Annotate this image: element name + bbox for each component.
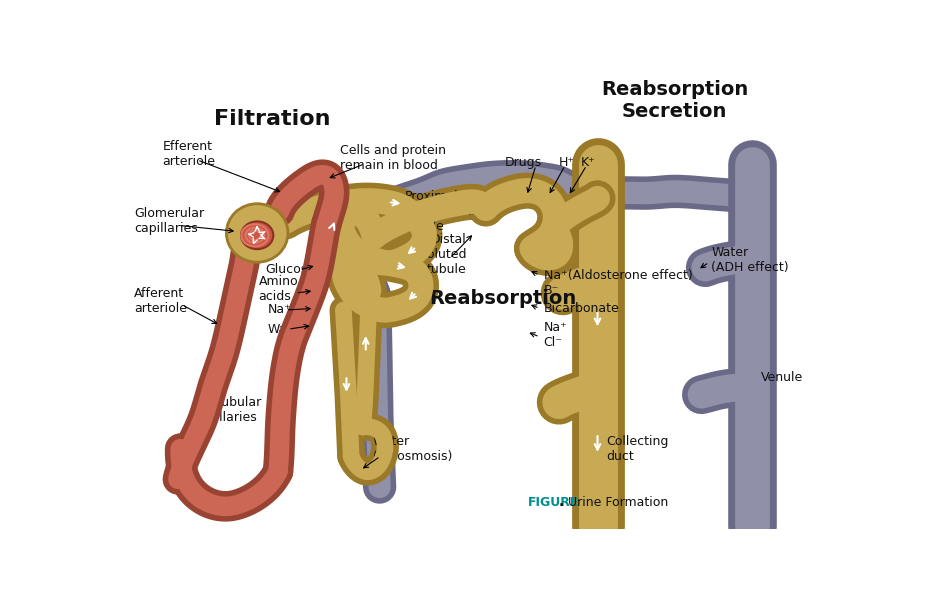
Text: Reabsorption
Secretion: Reabsorption Secretion xyxy=(601,80,748,121)
Ellipse shape xyxy=(241,222,273,249)
Text: Peritubular
capillaries: Peritubular capillaries xyxy=(193,396,262,424)
Text: FIGURE: FIGURE xyxy=(528,496,579,509)
Text: Collecting
duct: Collecting duct xyxy=(607,435,669,463)
Text: Na⁺: Na⁺ xyxy=(268,304,292,317)
Ellipse shape xyxy=(226,204,288,262)
Text: Drugs: Drugs xyxy=(505,156,542,169)
Text: Distal
convoluted
tubule: Distal convoluted tubule xyxy=(398,233,466,276)
Text: Amino
acids: Amino acids xyxy=(259,275,299,303)
Text: Water: Water xyxy=(268,323,305,336)
Text: Proximal
convoluted
tubule: Proximal convoluted tubule xyxy=(405,190,475,233)
Text: .: . xyxy=(559,495,564,510)
Text: Glucose: Glucose xyxy=(265,264,315,276)
Text: Afferent
arteriole: Afferent arteriole xyxy=(134,287,187,315)
Text: Venule: Venule xyxy=(761,371,803,384)
Text: Urine Formation: Urine Formation xyxy=(568,496,669,509)
Text: Water
(ADH effect): Water (ADH effect) xyxy=(711,246,789,274)
Text: B⁻: B⁻ xyxy=(544,285,559,297)
Text: Na⁺
Cl⁻: Na⁺ Cl⁻ xyxy=(544,321,567,349)
Text: Glomerular
capillaries: Glomerular capillaries xyxy=(134,207,204,235)
Text: Na⁺(Aldosterone effect): Na⁺(Aldosterone effect) xyxy=(544,269,692,282)
Text: Bicarbonate: Bicarbonate xyxy=(544,302,619,315)
Text: Efferent
arteriole: Efferent arteriole xyxy=(162,140,216,169)
Text: K⁺: K⁺ xyxy=(581,156,595,169)
Text: Reabsorption: Reabsorption xyxy=(430,289,577,308)
Text: H⁺: H⁺ xyxy=(559,156,575,169)
Text: Water
(by osmosis): Water (by osmosis) xyxy=(373,435,452,463)
Text: Cells and protein
remain in blood: Cells and protein remain in blood xyxy=(339,144,446,172)
Text: Filtration: Filtration xyxy=(215,109,331,129)
